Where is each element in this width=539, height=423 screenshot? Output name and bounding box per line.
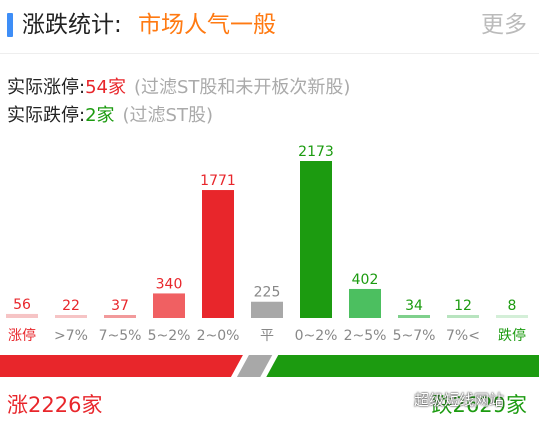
bar-value-label: 37	[111, 298, 129, 314]
bar-value-label: 1771	[200, 173, 236, 189]
bar-value-label: 12	[454, 298, 472, 314]
category-label: 2~5%	[344, 328, 387, 344]
bar-2	[104, 315, 136, 318]
header-accent-bar	[7, 13, 13, 37]
bar-value-label: 56	[13, 297, 31, 313]
bar-6	[300, 161, 332, 318]
bar-value-label: 34	[405, 298, 423, 314]
header: 涨跌统计: 市场人气一般 更多	[0, 0, 539, 50]
bar-0	[6, 313, 38, 318]
category-label: 2~0%	[197, 328, 240, 344]
category-label: 5~7%	[393, 328, 436, 344]
up-total: 涨2226家	[7, 393, 103, 417]
up-segment	[0, 355, 243, 377]
category-label: 平	[260, 328, 274, 344]
category-label: 7~5%	[99, 328, 142, 344]
wechat-icon	[394, 394, 412, 407]
category-label: 0~2%	[295, 328, 338, 344]
category-label: 涨停	[8, 327, 36, 344]
down-segment	[266, 355, 539, 377]
ratio-bar	[0, 355, 539, 377]
category-label: >7%	[54, 328, 88, 344]
bar-3	[153, 293, 185, 318]
bar-10	[496, 315, 528, 318]
bar-7	[349, 288, 381, 318]
category-label: 5~2%	[148, 328, 191, 344]
bar-1	[55, 315, 87, 318]
limit-up-label: 实际涨停:	[7, 77, 86, 98]
bar-value-label: 225	[254, 285, 281, 301]
header-divider	[0, 53, 539, 54]
bar-4	[202, 190, 234, 318]
section-title: 涨跌统计:	[22, 12, 122, 38]
bar-value-label: 340	[156, 276, 183, 292]
limit-up-note: (过滤ST股和未开板次新股)	[133, 77, 351, 98]
bar-value-label: 8	[508, 298, 517, 314]
limit-down-label: 实际跌停:	[7, 105, 86, 126]
category-label: 7%<	[446, 328, 480, 344]
bar-5	[251, 301, 283, 318]
bar-8	[398, 315, 430, 318]
limit-up-value: 54家	[85, 77, 126, 98]
bar-value-label: 2173	[298, 144, 334, 160]
bar-value-label: 402	[352, 272, 379, 288]
market-sentiment: 市场人气一般	[138, 12, 276, 38]
bar-9	[447, 315, 479, 318]
limit-down-stat: 实际跌停:2家 (过滤ST股)	[7, 103, 213, 129]
bar-value-label: 22	[62, 298, 80, 314]
limit-up-stat: 实际涨停:54家 (过滤ST股和未开板次新股)	[7, 75, 350, 101]
distribution-chart: 56 涨停 22 >7% 37 7~5% 340 5~2% 1771 2~0% 225 平 2173 0~…	[6, 144, 528, 344]
limit-down-note: (过滤ST股)	[122, 105, 213, 126]
flat-segment	[236, 355, 273, 377]
limit-down-value: 2家	[85, 105, 115, 126]
category-label: 跌停	[498, 327, 526, 344]
watermark-text: 超级短线网站	[414, 391, 505, 409]
watermark: 超级短线网站	[394, 390, 504, 410]
more-button[interactable]: 更多	[481, 12, 527, 38]
down-total: 跌2629家	[431, 393, 527, 417]
